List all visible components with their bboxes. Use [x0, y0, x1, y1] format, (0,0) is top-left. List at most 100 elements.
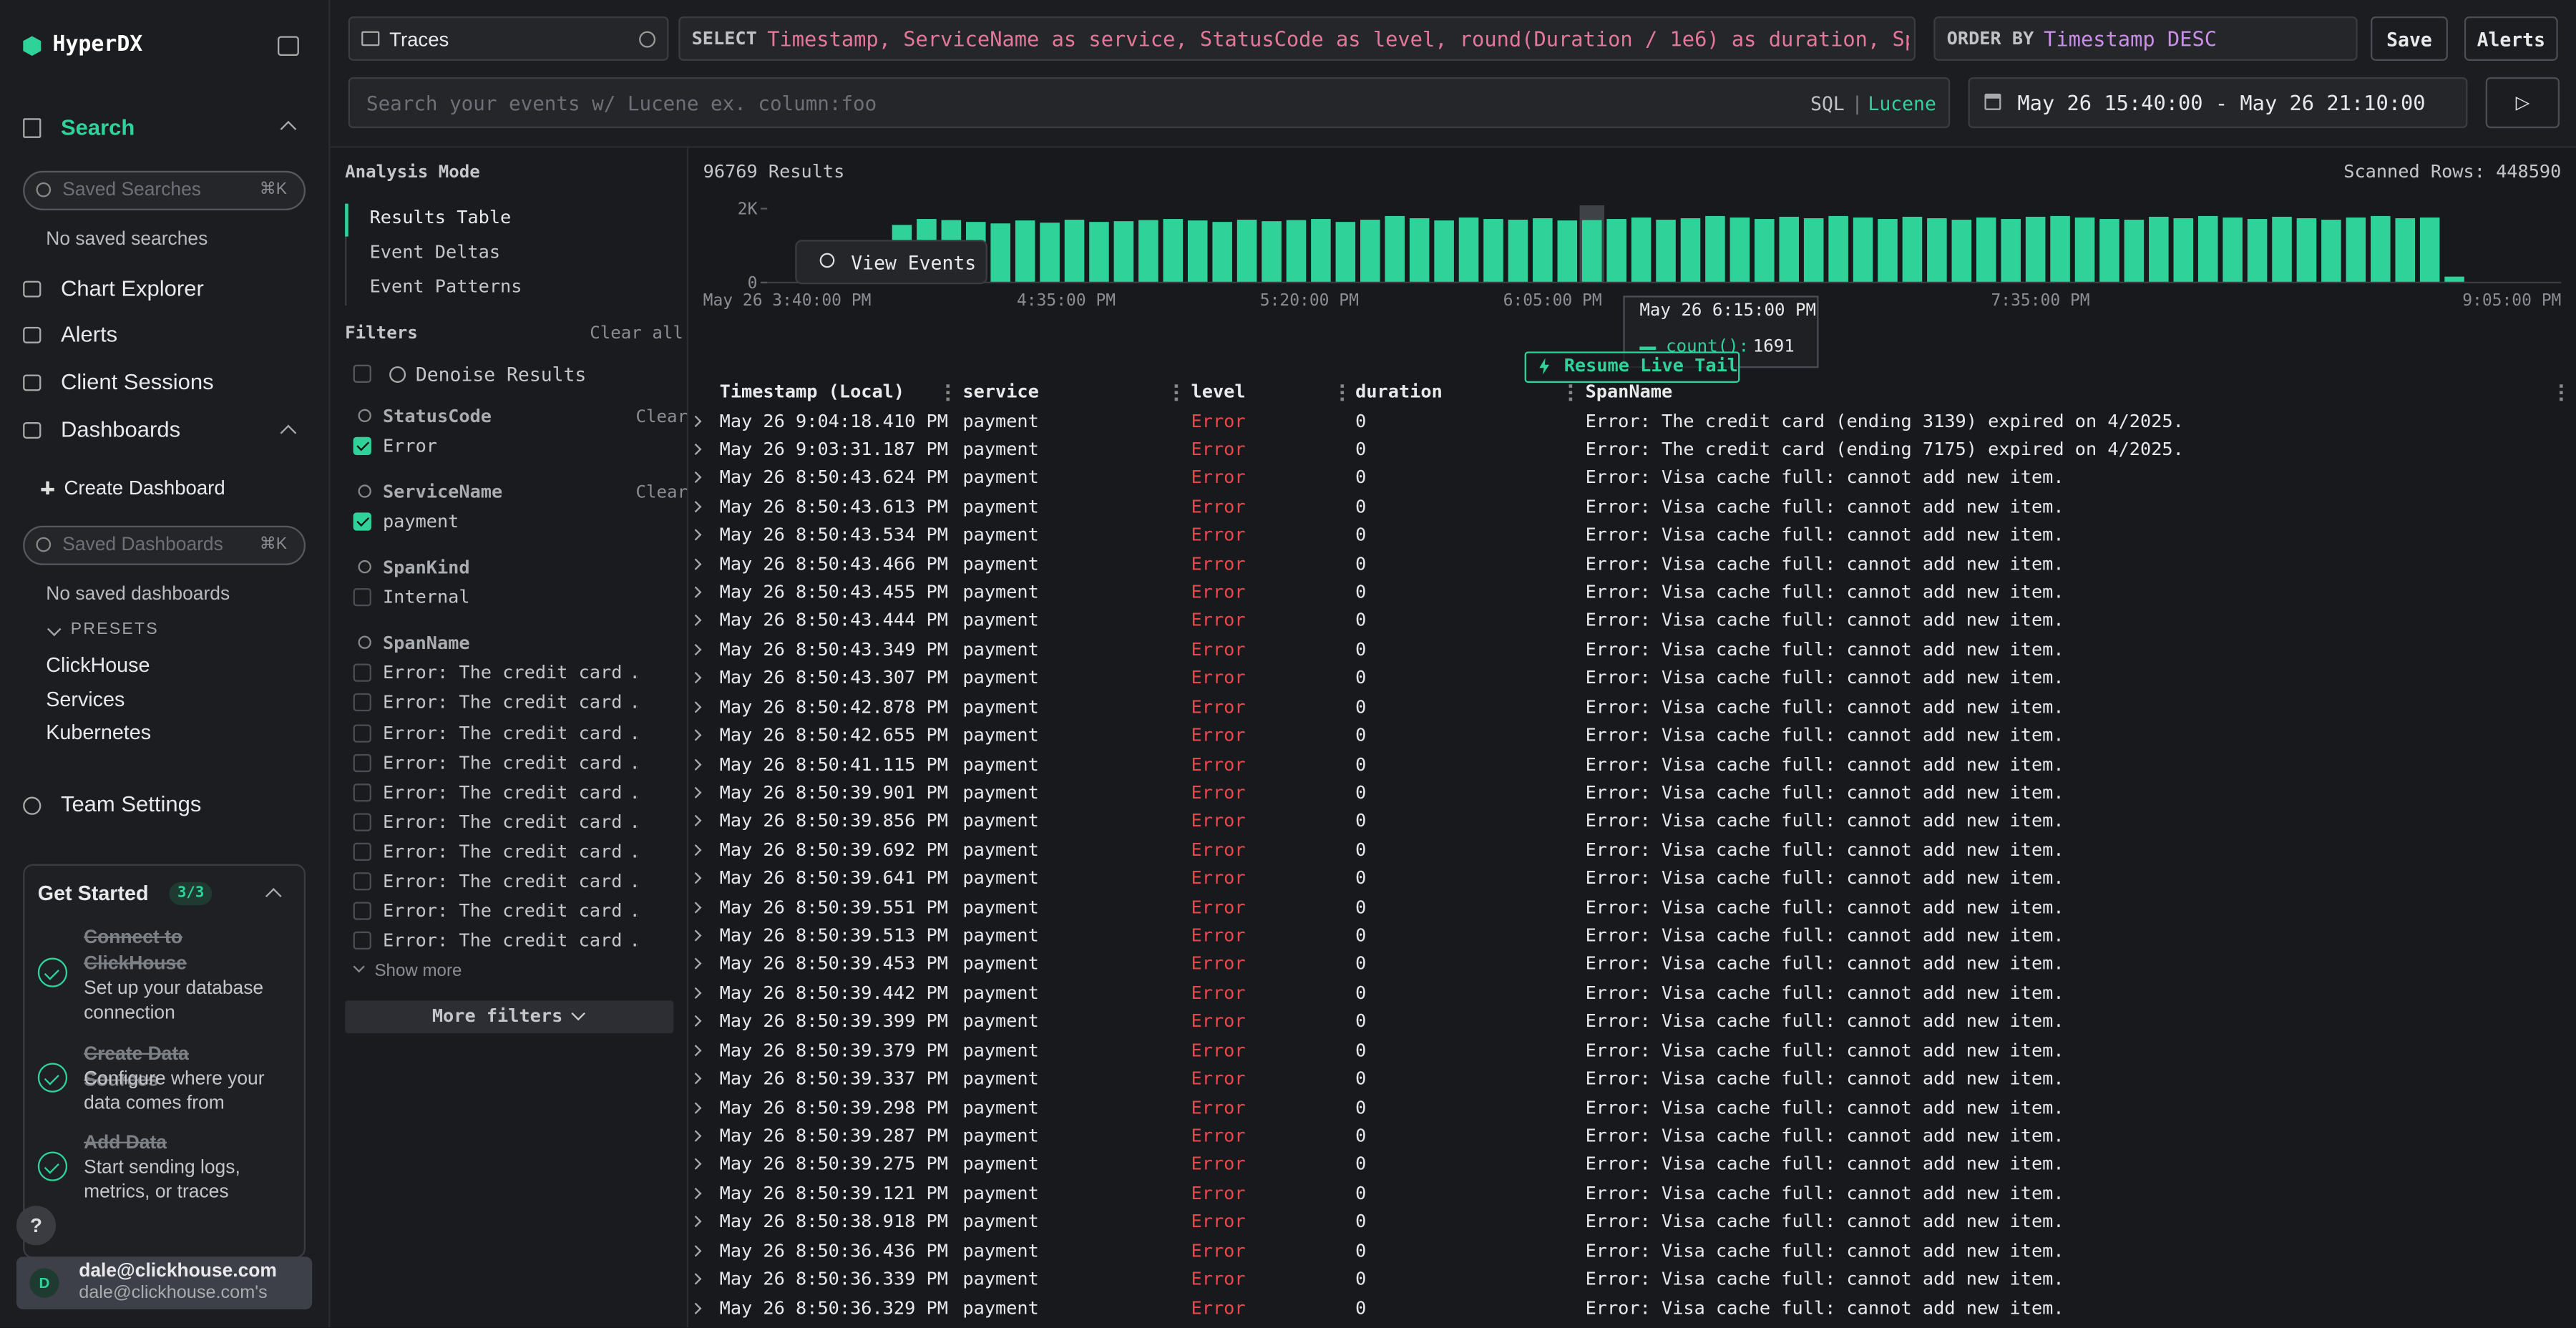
user-card[interactable] — [16, 1256, 313, 1309]
row-expand[interactable] — [690, 1302, 702, 1314]
save-button[interactable] — [2371, 16, 2448, 61]
row-expand[interactable] — [690, 929, 702, 942]
row-expand[interactable] — [690, 1187, 702, 1199]
checkbox[interactable] — [353, 588, 371, 607]
row-expand[interactable] — [690, 672, 702, 684]
help-button[interactable]: ? — [16, 1206, 57, 1246]
checkbox[interactable] — [353, 813, 371, 831]
checkbox[interactable] — [353, 932, 371, 950]
row-expand[interactable] — [690, 758, 702, 770]
filter-clear[interactable]: Clear — [635, 407, 688, 427]
checkbox[interactable] — [353, 664, 371, 683]
filter-option[interactable]: Error: The credit card … — [382, 929, 638, 952]
row-expand[interactable] — [690, 1101, 702, 1113]
filter-option[interactable]: Internal — [382, 587, 470, 608]
row-expand[interactable] — [690, 557, 702, 570]
column-header[interactable]: level — [1191, 381, 1246, 403]
row-expand[interactable] — [690, 1130, 702, 1142]
filter-option[interactable]: Error: The credit card … — [382, 692, 638, 714]
source-select[interactable] — [348, 16, 669, 61]
select-input[interactable] — [678, 16, 1916, 61]
nav-item[interactable]: Alerts — [60, 322, 118, 347]
filter-clear[interactable]: Clear — [635, 483, 688, 503]
order-input[interactable] — [1933, 16, 2358, 61]
row-expand[interactable] — [690, 729, 702, 741]
alerts-button[interactable] — [2464, 16, 2558, 61]
filter-option[interactable]: Error: The credit card … — [382, 870, 638, 892]
row-expand[interactable] — [690, 815, 702, 827]
team-settings[interactable]: Team Settings — [60, 791, 202, 817]
search-input[interactable] — [23, 525, 306, 565]
column-menu[interactable] — [946, 384, 950, 401]
collapse-button[interactable] — [278, 36, 299, 57]
nav-item[interactable]: Client Sessions — [60, 369, 214, 395]
row-expand[interactable] — [690, 1044, 702, 1056]
filter-option[interactable]: Error: The credit card … — [382, 900, 638, 922]
checkbox[interactable] — [353, 872, 371, 891]
lucene-toggle[interactable]: Lucene — [1868, 92, 1936, 115]
column-menu[interactable] — [2560, 384, 2563, 401]
checkbox[interactable] — [353, 723, 371, 742]
row-expand[interactable] — [690, 643, 702, 655]
row-expand[interactable] — [690, 1158, 702, 1171]
checkbox[interactable] — [353, 902, 371, 920]
filter-option[interactable]: payment — [382, 511, 459, 533]
nav-dashboards[interactable]: Dashboards — [60, 417, 181, 442]
column-menu[interactable] — [1340, 384, 1345, 401]
search-bar[interactable] — [348, 77, 1951, 129]
row-expand[interactable] — [690, 844, 702, 856]
more-filters-button[interactable] — [345, 1000, 674, 1034]
checkbox[interactable] — [353, 783, 371, 801]
checkbox[interactable] — [353, 693, 371, 713]
row-expand[interactable] — [690, 500, 702, 512]
row-expand[interactable] — [690, 472, 702, 484]
column-menu[interactable] — [1568, 384, 1573, 401]
settings-button[interactable] — [639, 31, 656, 48]
column-header[interactable]: SpanName — [1585, 381, 1673, 403]
filter-option[interactable]: Error: The credit card … — [382, 722, 638, 743]
filter-option[interactable]: Error: The credit card … — [382, 811, 638, 833]
column-header[interactable]: Timestamp (Local) — [719, 381, 905, 403]
preset[interactable]: Services — [46, 688, 125, 712]
preset[interactable]: ClickHouse — [46, 653, 150, 677]
row-expand[interactable] — [690, 958, 702, 970]
row-expand[interactable] — [690, 1073, 702, 1085]
analysis-mode[interactable]: Event Deltas — [369, 241, 501, 263]
row-expand[interactable] — [690, 1244, 702, 1256]
checkbox[interactable] — [353, 842, 371, 861]
filter-option[interactable]: Error — [382, 435, 438, 457]
row-expand[interactable] — [690, 615, 702, 627]
checkbox[interactable] — [353, 364, 371, 383]
live-tail-button[interactable] — [1524, 351, 1740, 383]
row-expand[interactable] — [690, 414, 702, 426]
sql-toggle[interactable]: SQL — [1810, 92, 1845, 115]
create-dashboard[interactable]: Create Dashboard — [64, 476, 225, 499]
clear-all[interactable]: Clear all — [590, 323, 683, 343]
filter-option[interactable]: Error: The credit card … — [382, 662, 638, 684]
row-expand[interactable] — [690, 700, 702, 713]
analysis-mode[interactable]: Results Table — [369, 207, 512, 229]
row-expand[interactable] — [690, 586, 702, 598]
row-expand[interactable] — [690, 987, 702, 999]
preset[interactable]: Kubernetes — [46, 721, 152, 745]
row-expand[interactable] — [690, 901, 702, 913]
column-header[interactable]: duration — [1355, 381, 1443, 403]
row-expand[interactable] — [690, 529, 702, 541]
nav-search[interactable]: Search — [60, 114, 135, 140]
row-expand[interactable] — [690, 872, 702, 884]
checkbox[interactable] — [353, 436, 371, 455]
nav-item[interactable]: Chart Explorer — [60, 275, 204, 301]
checkbox[interactable] — [353, 512, 371, 531]
filter-option[interactable]: Error: The credit card … — [382, 781, 638, 803]
run-button[interactable] — [2485, 77, 2560, 129]
column-header[interactable]: service — [962, 381, 1039, 403]
row-expand[interactable] — [690, 443, 702, 455]
column-menu[interactable] — [1174, 384, 1179, 401]
histogram[interactable]: 0 2K May 26 3:40:00 PM 4:35:00 PM 5:20:00 PM… — [0, 0, 2576, 328]
checkbox[interactable] — [353, 753, 371, 772]
row-expand[interactable] — [690, 1216, 702, 1228]
search-input[interactable] — [23, 170, 306, 210]
row-expand[interactable] — [690, 1273, 702, 1285]
show-more[interactable]: Show more — [374, 961, 462, 981]
analysis-mode[interactable]: Event Patterns — [369, 275, 522, 298]
